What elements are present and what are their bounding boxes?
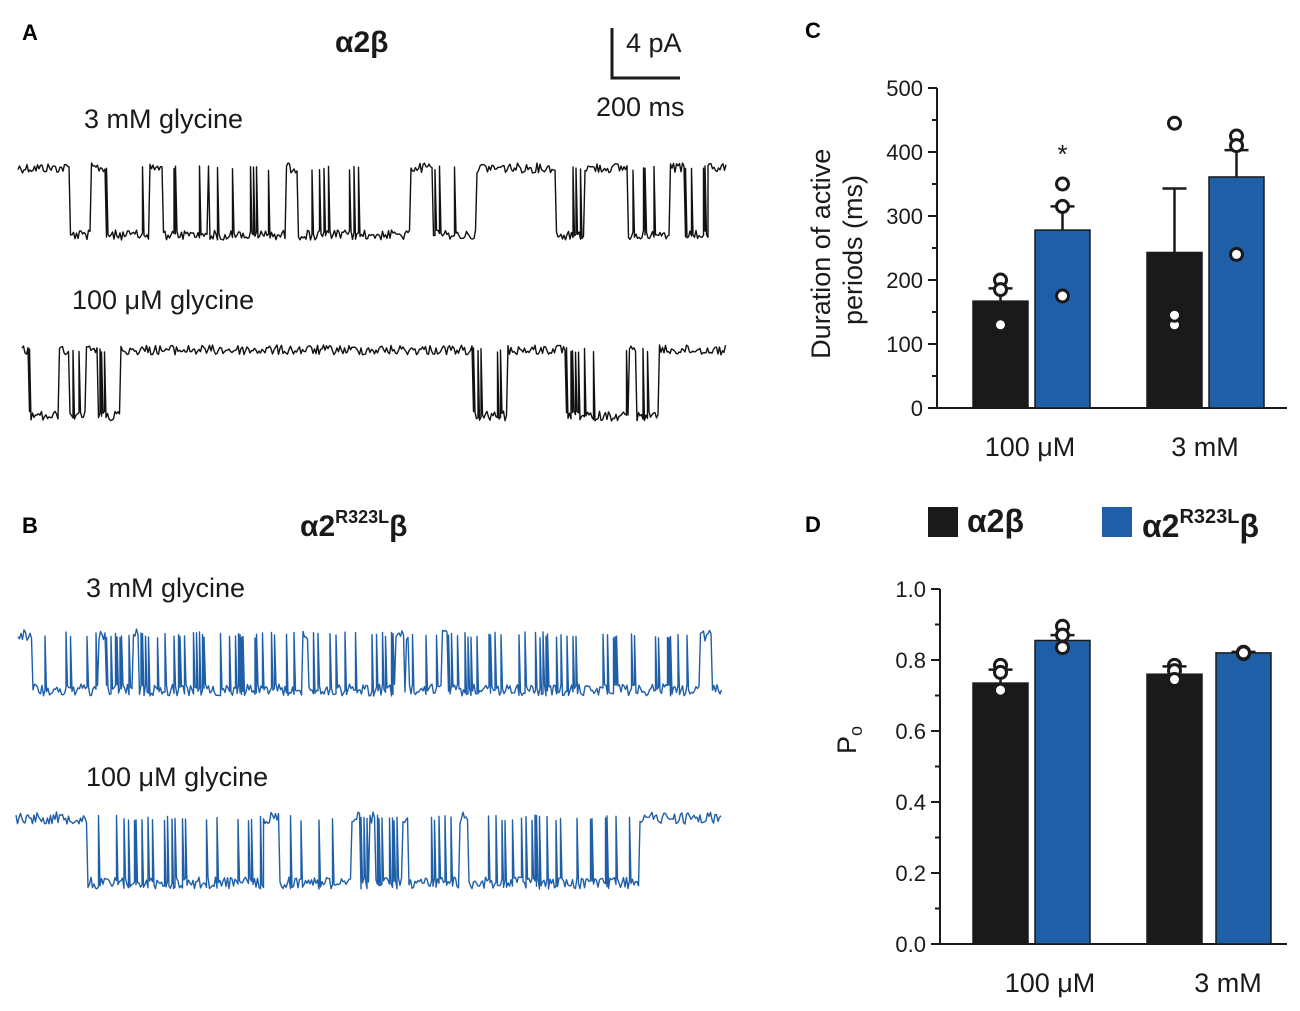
panel-c: C Duration of active periods (ms) 0 100 20… (805, 18, 1287, 462)
chart-c-ylabel-line-2: periods (ms) (838, 175, 868, 325)
chart-c-data-point (993, 282, 1008, 298)
chart-c-ytick-label: 0 (911, 396, 923, 421)
chart-c-data-point (1055, 198, 1070, 214)
chart-d-ytick-label: 1.0 (895, 577, 926, 602)
chart-c-bar (1208, 176, 1265, 409)
chart-c-data-point (1055, 288, 1070, 304)
chart-d-ytick-label: 0.4 (895, 790, 926, 815)
chart-d-category-label: 3 mM (1194, 968, 1262, 998)
panel-a-construct-title: α2β (335, 26, 388, 59)
panel-a-construct-base: α2β (335, 26, 388, 59)
trace-b2-label: 100 μM glycine (86, 762, 268, 792)
chart-c-data-point (1167, 307, 1182, 323)
panel-d-letter: D (805, 512, 821, 537)
panel-d: D Po 0.0 0.2 0.4 0.6 0.8 1.0 100 μM 3 mM (805, 512, 1287, 998)
chart-d-plot: 0.0 0.2 0.4 0.6 0.8 1.0 100 μM 3 mM (895, 577, 1287, 998)
chart-d-data-point (1236, 645, 1251, 661)
chart-c-significance-mark: * (1057, 139, 1067, 169)
scale-bar-current-label: 4 pA (626, 28, 682, 58)
chart-d-ytick-label: 0.2 (895, 861, 926, 886)
panel-b-construct-base: α2 (300, 510, 335, 543)
legend: α2β α2R323Lβ (928, 503, 1259, 544)
chart-c-ytick-label: 400 (886, 140, 923, 165)
chart-c-ytick-label: 200 (886, 268, 923, 293)
chart-c-ylabel-line-1: Duration of active (806, 149, 836, 359)
chart-c-bar (972, 300, 1029, 409)
legend-mutant-sup: R323L (1179, 506, 1239, 528)
trace-a1-current (17, 162, 727, 241)
panel-b-letter: B (22, 513, 38, 538)
chart-c-ytick-label: 500 (886, 76, 923, 101)
scale-bar-lines (610, 28, 680, 80)
chart-d-bar (972, 682, 1029, 945)
panel-b: B α2R323Lβ 3 mM glycine 100 μM glycine (15, 507, 723, 890)
chart-d-bar (1215, 652, 1272, 945)
chart-c-category-label: 100 μM (985, 432, 1076, 462)
chart-c-data-point (1167, 115, 1182, 131)
trace-b1-current (17, 628, 723, 697)
scale-bar-time-label: 200 ms (596, 92, 685, 122)
chart-c-bar (1034, 229, 1091, 409)
panel-b-construct-sup: R323L (335, 507, 389, 527)
legend-label-wt: α2β (967, 503, 1024, 539)
chart-d-ylabel: Po (832, 726, 866, 754)
chart-d-data-point (993, 664, 1008, 680)
panel-b-construct-title: α2R323Lβ (300, 507, 407, 543)
legend-label-mutant: α2R323Lβ (1142, 506, 1259, 544)
chart-d-data-point (1055, 640, 1070, 656)
chart-d-bar (1034, 639, 1091, 945)
chart-c-data-point (993, 317, 1008, 333)
chart-d-data-point (993, 682, 1008, 698)
chart-d-ytick-label: 0.8 (895, 648, 926, 673)
chart-c-ylabel: Duration of active periods (ms) (806, 141, 868, 359)
chart-c-ytick-label: 100 (886, 332, 923, 357)
chart-c-ytick-label: 300 (886, 204, 923, 229)
trace-a1-label: 3 mM glycine (84, 104, 243, 134)
chart-d-bar (1146, 673, 1203, 945)
legend-mutant-base: α2 (1142, 508, 1179, 544)
chart-d-data-point (1055, 627, 1070, 643)
panel-a: A α2β 4 pA 200 ms 3 mM glycine 100 μM gl… (17, 20, 727, 422)
legend-swatch-wt (928, 507, 958, 537)
current-scale-bar: 4 pA 200 ms (596, 28, 685, 122)
chart-d-data-point (1167, 672, 1182, 688)
chart-d-ytick-label: 0.6 (895, 719, 926, 744)
legend-mutant-tail: β (1240, 508, 1260, 544)
trace-a2-current (21, 344, 727, 422)
trace-a2-label: 100 μM glycine (72, 285, 254, 315)
chart-c-data-point (1055, 176, 1070, 192)
chart-d-ylabel-sub: o (846, 726, 866, 736)
panel-b-construct-tail: β (389, 510, 407, 543)
chart-d-ylabel-p: P (832, 736, 862, 754)
chart-d-ytick-label: 0.0 (895, 932, 926, 957)
legend-swatch-mutant (1102, 507, 1132, 537)
trace-b2-current (15, 811, 722, 890)
panel-a-letter: A (22, 20, 38, 45)
chart-d-category-label: 100 μM (1005, 968, 1096, 998)
chart-c-category-label: 3 mM (1171, 432, 1239, 462)
panel-c-letter: C (805, 18, 821, 43)
trace-b1-label: 3 mM glycine (86, 573, 245, 603)
chart-c-plot: 0 100 200 300 400 500 100 μM 3 mM * (886, 76, 1287, 462)
chart-c-data-point (1229, 246, 1244, 262)
chart-c-data-point (1229, 138, 1244, 154)
